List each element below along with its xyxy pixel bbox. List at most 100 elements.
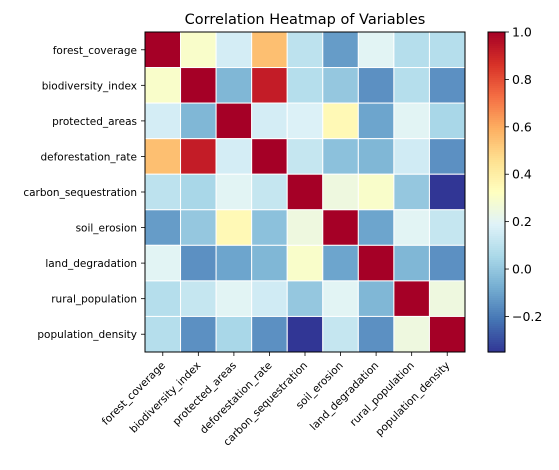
colorbar-segment [488,348,505,351]
colorbar-segment [488,74,505,77]
colorbar-segment [488,308,505,311]
colorbar-segment [488,326,505,329]
heatmap-cell [286,138,324,175]
colorbar-segment [488,234,505,237]
colorbar-segment [488,88,505,91]
y-tick-label: biodiversity_index [42,80,137,92]
colorbar-segment [488,134,505,137]
colorbar-segment [488,314,505,317]
colorbar-segment [488,196,505,199]
heatmap-cell [357,31,395,69]
colorbar-segment [488,82,505,85]
colorbar-tick-label: −0.2 [512,309,542,324]
heatmap-cells [144,31,466,353]
colorbar-segment [488,42,505,45]
colorbar-frame [487,31,506,353]
heatmap-cell [251,138,288,175]
heatmap-cell [357,67,395,104]
heatmap-cell [428,31,466,69]
x-tick-label: protected_areas [170,360,239,429]
heatmap-cell [286,31,324,69]
colorbar-segment [488,346,505,349]
heatmap-cell [251,280,288,317]
heatmap-cell [357,209,395,246]
colorbar-segment [488,282,505,285]
colorbar-segment [488,224,505,227]
heatmap-cell [393,244,430,282]
colorbar-segment [488,174,505,177]
colorbar-segment [488,128,505,131]
colorbar-segment [488,78,505,81]
heatmap-cell [357,315,395,353]
heatmap-cell [251,67,288,104]
colorbar-segment [488,152,505,155]
y-tick-label: land_degradation [45,258,137,270]
colorbar-segment [488,118,505,121]
colorbar-tick-label: 0.6 [512,119,532,134]
colorbar-segment [488,102,505,105]
colorbar-segment [488,130,505,133]
colorbar-segment [488,46,505,49]
heatmap-cell [180,315,217,353]
heatmap-cell [215,280,253,317]
colorbar-segment [488,86,505,89]
colorbar-segment [488,312,505,315]
heatmap-cell [322,315,359,353]
colorbar-segment [488,232,505,235]
colorbar-segment [488,254,505,257]
y-tick-label: population_density [37,329,137,341]
colorbar-segment [488,274,505,277]
heatmap-cell [322,209,359,246]
heatmap-cell [215,209,253,246]
x-tick-label: rural_population [348,360,417,429]
colorbar-segment [488,324,505,327]
colorbar-segment [488,298,505,301]
colorbar-segment [488,182,505,185]
colorbar-segment [488,264,505,267]
colorbar-segment [488,340,505,343]
colorbar-segment [488,334,505,337]
colorbar-segment [488,302,505,305]
colorbar-segment [488,184,505,187]
colorbar-segment [488,108,505,111]
colorbar-segment [488,202,505,205]
colorbar-segment [488,48,505,51]
colorbar-segment [488,136,505,139]
colorbar-segment [488,310,505,313]
colorbar-segment [488,190,505,193]
heatmap-cell [215,102,253,140]
heatmap-cell [215,173,253,211]
heatmap-cell [428,67,466,104]
heatmap-cell [180,102,217,140]
colorbar-segment [488,44,505,47]
colorbar-segment [488,304,505,307]
colorbar-segment [488,116,505,119]
colorbar-segment [488,162,505,165]
colorbar-segment [488,34,505,37]
colorbar-segment [488,60,505,63]
colorbar-segment [488,132,505,135]
heatmap-cell [144,67,182,104]
colorbar-segment [488,56,505,59]
y-tick-label: carbon_sequestration [23,187,137,199]
colorbar-tick-label: 0.4 [512,167,532,182]
colorbar-segment [488,258,505,261]
colorbar-segment [488,52,505,55]
heatmap-cell [251,31,288,69]
colorbar-segment [488,98,505,101]
y-tick-label: soil_erosion [76,223,137,235]
heatmap-cell [215,244,253,282]
colorbar-segment [488,278,505,281]
colorbar-segment [488,70,505,73]
colorbar-segment [488,126,505,129]
heatmap-cell [180,67,217,104]
colorbar-segment [488,154,505,157]
colorbar-segment [488,66,505,69]
heatmap-cell [251,209,288,246]
colorbar-segment [488,50,505,53]
heatmap-cell [357,280,395,317]
colorbar-segment [488,142,505,145]
colorbar-segment [488,192,505,195]
colorbar-segment [488,214,505,217]
colorbar-segment [488,172,505,175]
